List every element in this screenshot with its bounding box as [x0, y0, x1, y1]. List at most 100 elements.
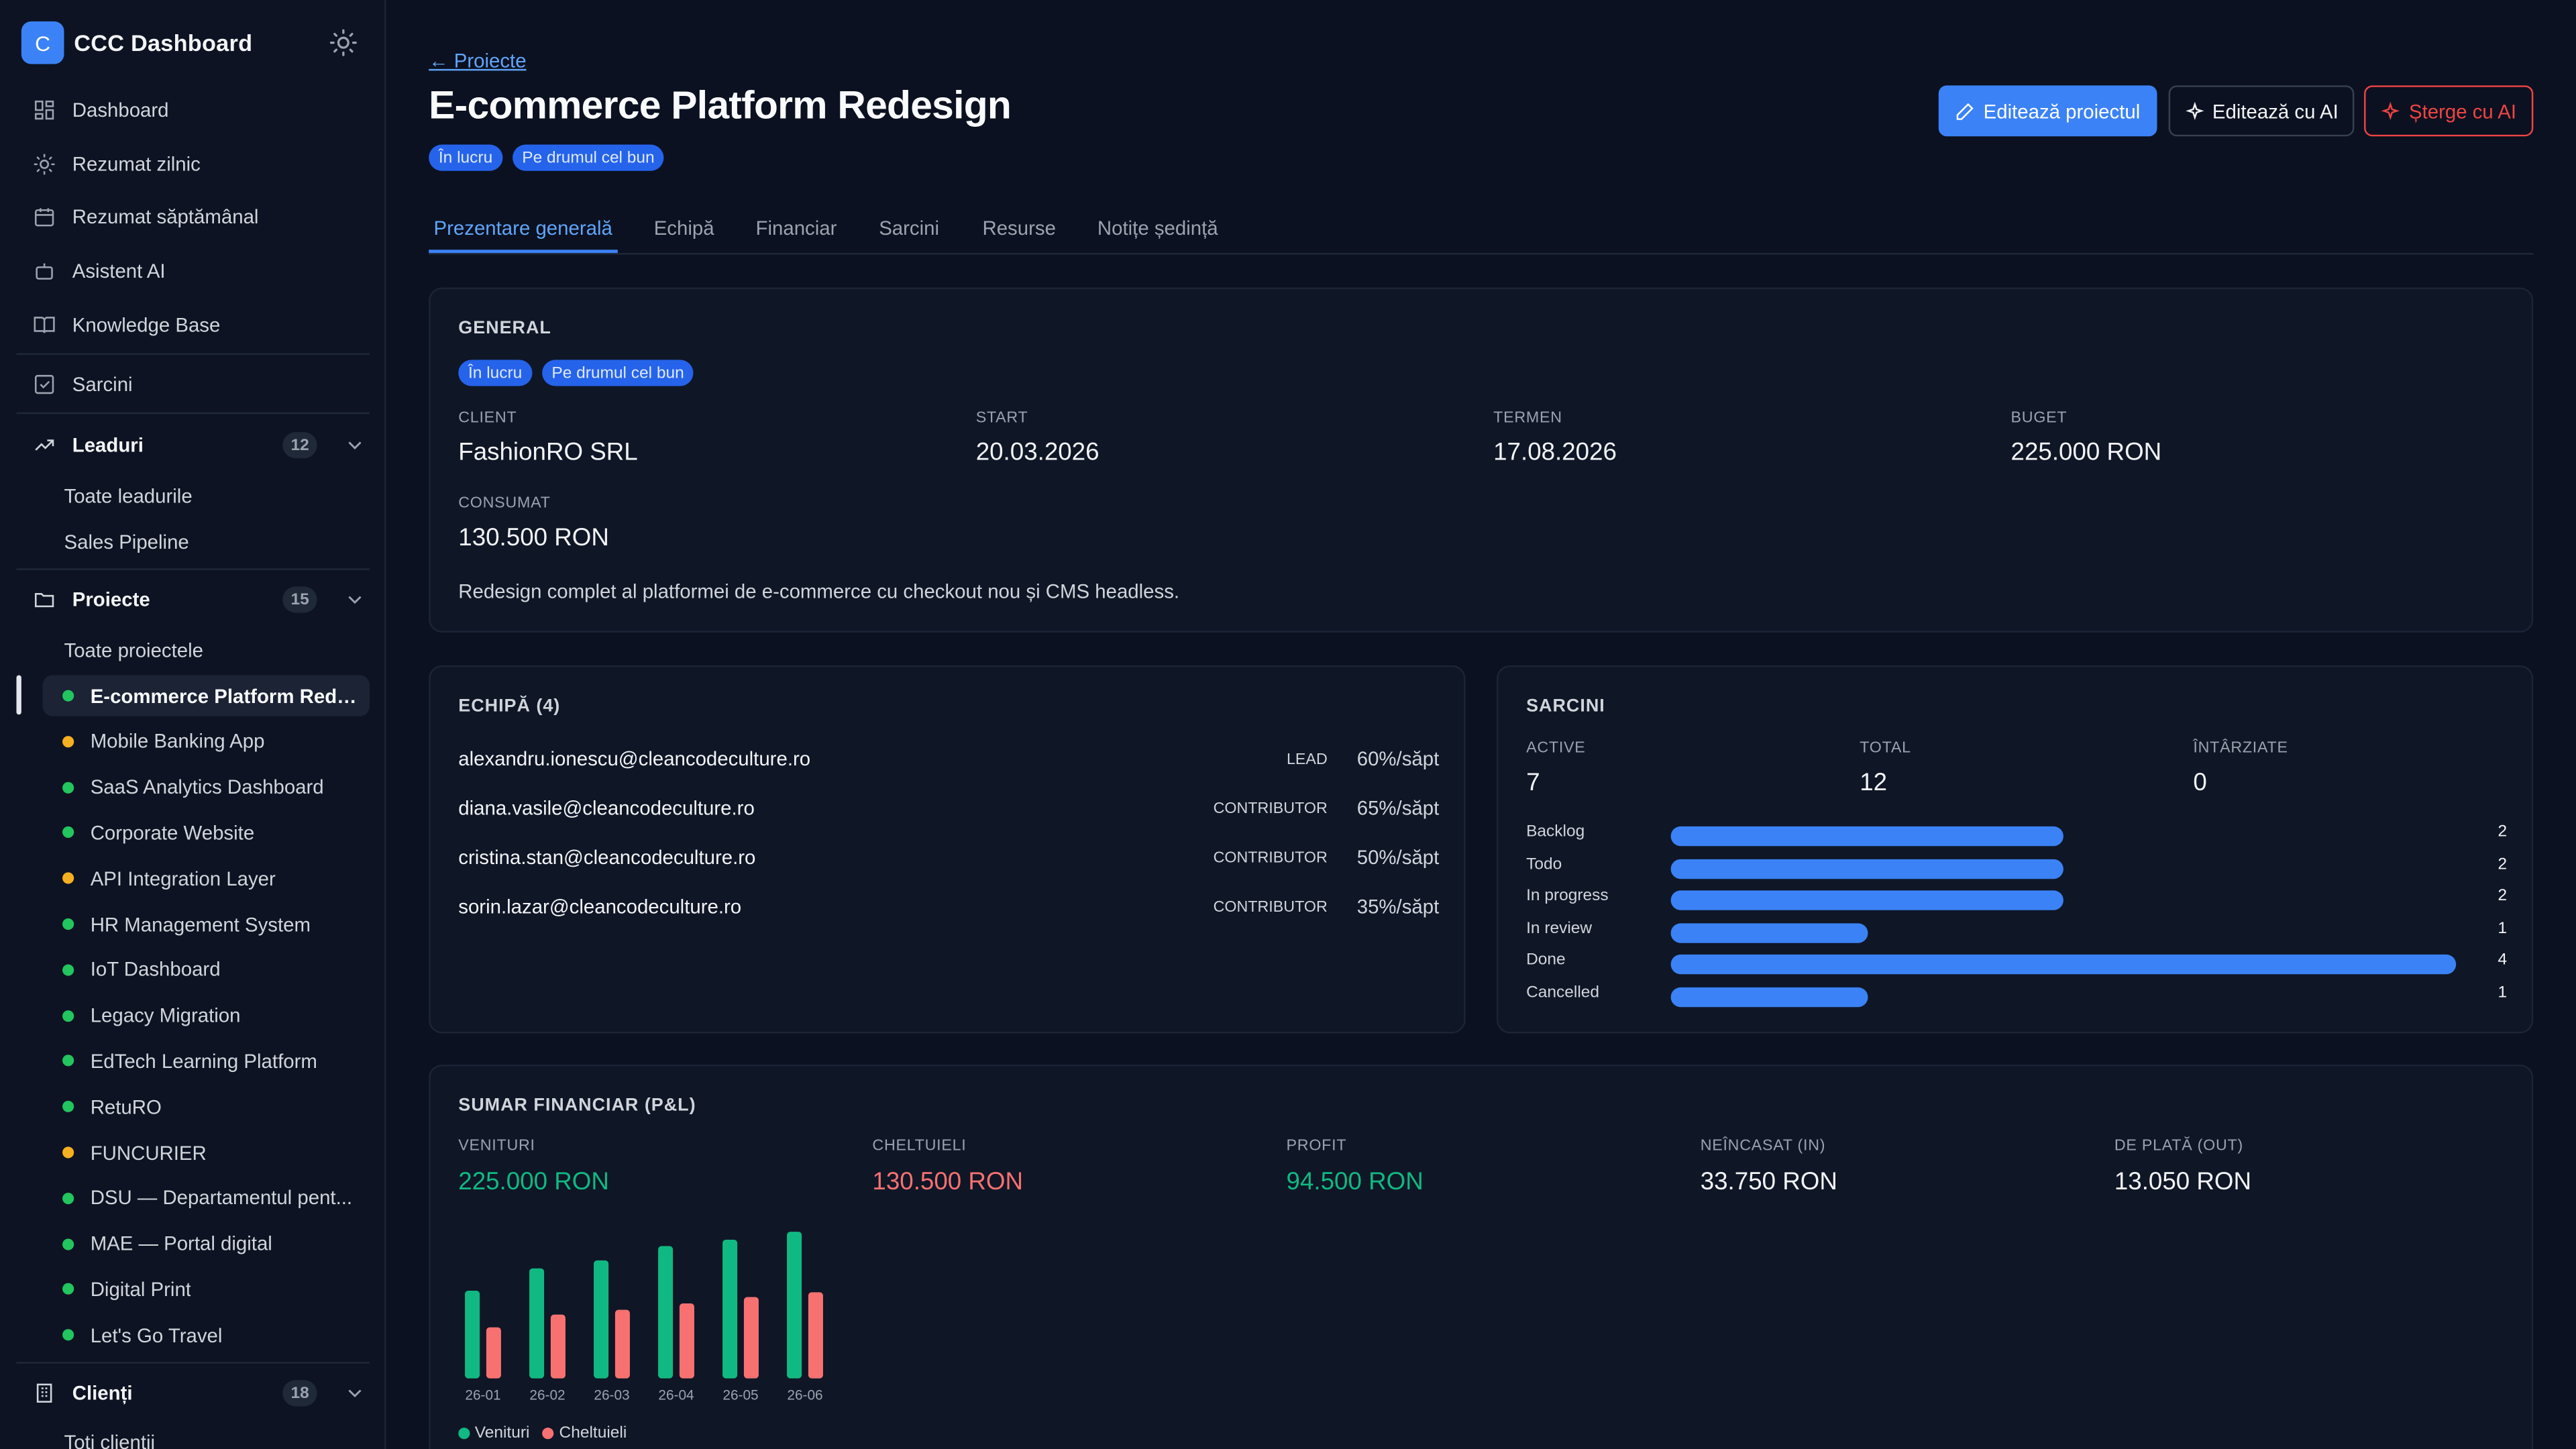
sidebar-project-item[interactable]: EdTech Learning Platform: [43, 1040, 370, 1081]
project-label: Let's Go Travel: [90, 1324, 223, 1347]
finance-metric-value: 94.500 RON: [1286, 1168, 1424, 1196]
member-allocation: 35%/săpt: [1356, 895, 1440, 918]
sidebar-item-all-clients[interactable]: Toți clienții: [64, 1431, 156, 1449]
sidebar-item-daily-summary[interactable]: Rezumat zilnic: [23, 143, 371, 186]
tab-tasks[interactable]: Sarcini: [879, 217, 940, 240]
project-description: Redesign complet al platformei de e-comm…: [458, 580, 1180, 603]
sidebar-item-label: Clienți: [72, 1381, 133, 1405]
x-tick-label: 26-03: [594, 1388, 629, 1403]
status-dot: [62, 918, 74, 930]
brand[interactable]: C CCC Dashboard: [21, 21, 252, 64]
start-label: START: [975, 409, 1028, 427]
status-count: 1: [2498, 983, 2508, 1002]
project-label: Digital Print: [90, 1278, 191, 1301]
general-card: GENERAL În lucru Pe drumul cel bun CLIEN…: [429, 287, 2534, 633]
sidebar-item-weekly-summary[interactable]: Rezumat săptămânal: [23, 195, 371, 238]
tab-team[interactable]: Echipă: [653, 217, 714, 240]
member-email: cristina.stan@cleancodeculture.ro: [458, 846, 756, 869]
status-count: 2: [2498, 855, 2508, 873]
status-bar-fill: [1670, 955, 2457, 975]
divider: [16, 1362, 370, 1364]
sidebar-item-label: Proiecte: [72, 588, 150, 612]
sidebar-project-item[interactable]: HR Management System: [43, 904, 370, 945]
project-label: HR Management System: [90, 912, 311, 936]
finance-metric-label: NEÎNCASAT (IN): [1700, 1136, 1826, 1155]
project-label: MAE — Portal digital: [90, 1232, 272, 1256]
chart-bar-revenue: [722, 1240, 738, 1379]
legend-label: Cheltuieli: [559, 1424, 627, 1443]
deadline-label: TERMEN: [1493, 409, 1562, 427]
tab-meeting-notes[interactable]: Notițe ședință: [1097, 217, 1218, 240]
health-badge: Pe drumul cel bun: [541, 360, 694, 386]
sidebar-project-item[interactable]: Mobile Banking App: [43, 721, 370, 762]
sidebar-project-item[interactable]: MAE — Portal digital: [43, 1223, 370, 1264]
sidebar-project-item[interactable]: Legacy Migration: [43, 995, 370, 1036]
total-value: 12: [1860, 769, 1888, 797]
status-dot: [62, 872, 74, 885]
sidebar-project-item[interactable]: RetuRO: [43, 1086, 370, 1127]
sidebar-group-leads[interactable]: Leaduri 12: [23, 424, 371, 467]
member-allocation: 60%/săpt: [1356, 747, 1440, 771]
tab-financial[interactable]: Financiar: [755, 217, 837, 240]
status-dot: [62, 1055, 74, 1067]
budget-value: 225.000 RON: [2010, 438, 2162, 467]
sidebar-item-knowledge-base[interactable]: Knowledge Base: [23, 304, 371, 347]
sidebar-project-item[interactable]: API Integration Layer: [43, 858, 370, 899]
x-tick-label: 26-02: [529, 1388, 565, 1403]
project-label: EdTech Learning Platform: [90, 1049, 317, 1073]
edit-with-ai-button[interactable]: Editează cu AI: [2168, 85, 2355, 137]
sidebar-project-item[interactable]: Digital Print: [43, 1269, 370, 1310]
tab-resources[interactable]: Resurse: [982, 217, 1056, 240]
status-dot: [62, 1329, 74, 1341]
active-tab-underline: [429, 250, 618, 254]
sidebar-item-ai-assistant[interactable]: Asistent AI: [23, 250, 371, 292]
chevron-down-icon[interactable]: [343, 588, 366, 611]
legend-swatch: [458, 1428, 470, 1440]
chart-bar-revenue: [529, 1268, 545, 1379]
book-icon: [34, 317, 55, 333]
sidebar-item-all-leads[interactable]: Toate leadurile: [64, 484, 193, 508]
sidebar-project-item[interactable]: Let's Go Travel: [43, 1315, 370, 1356]
sidebar-project-item[interactable]: IoT Dashboard: [43, 949, 370, 990]
status-bar-track: [1670, 987, 2457, 1008]
sidebar-item-sales-pipeline[interactable]: Sales Pipeline: [64, 531, 189, 554]
sidebar-group-clients[interactable]: Clienți 18: [23, 1372, 371, 1415]
late-label: ÎNTÂRZIATE: [2193, 739, 2288, 757]
x-tick-label: 26-01: [465, 1388, 500, 1403]
status-bar-track: [1670, 858, 2457, 879]
member-role: LEAD: [1286, 751, 1328, 769]
status-badge: În lucru: [458, 360, 532, 386]
sidebar-item-all-projects[interactable]: Toate proiectele: [64, 639, 204, 662]
divider: [16, 412, 370, 415]
sidebar-project-item[interactable]: DSU — Departamentul pent...: [43, 1177, 370, 1218]
sidebar-project-item[interactable]: FUNCURIER: [43, 1132, 370, 1173]
status-bar-track: [1670, 826, 2457, 847]
sidebar-item-tasks[interactable]: Sarcini: [23, 363, 371, 406]
sidebar-item-dashboard[interactable]: Dashboard: [23, 89, 371, 131]
project-label: Mobile Banking App: [90, 730, 265, 753]
divider: [16, 568, 370, 570]
edit-project-button[interactable]: Editează proiectul: [1938, 85, 2157, 137]
chevron-down-icon[interactable]: [343, 1382, 366, 1405]
leads-count-badge: 12: [282, 432, 317, 459]
sidebar-project-item[interactable]: E-commerce Platform Rede...: [42, 675, 370, 716]
sidebar-group-projects[interactable]: Proiecte 15: [23, 578, 371, 621]
sidebar-project-item[interactable]: SaaS Analytics Dashboard: [43, 767, 370, 808]
status-bar-track: [1670, 955, 2457, 975]
tab-overview[interactable]: Prezentare generală: [433, 217, 612, 240]
project-label: Legacy Migration: [90, 1004, 241, 1027]
status-dot: [62, 781, 74, 793]
sun-icon[interactable]: [329, 28, 358, 58]
delete-with-ai-button[interactable]: Șterge cu AI: [2364, 85, 2534, 137]
project-label: Corporate Website: [90, 821, 255, 845]
tab-bar: Prezentare generală Echipă Financiar Sar…: [429, 210, 2534, 255]
status-dot: [62, 1101, 74, 1113]
chevron-down-icon[interactable]: [343, 434, 366, 457]
back-link[interactable]: ← Proiecte: [429, 49, 527, 72]
consumed-value: 130.500 RON: [458, 524, 609, 552]
sparkles-icon: [2185, 101, 2204, 119]
late-value: 0: [2193, 769, 2207, 797]
team-title: ECHIPĂ (4): [458, 696, 561, 716]
sidebar-project-item[interactable]: Corporate Website: [43, 812, 370, 853]
projects-count-badge: 15: [282, 586, 317, 613]
